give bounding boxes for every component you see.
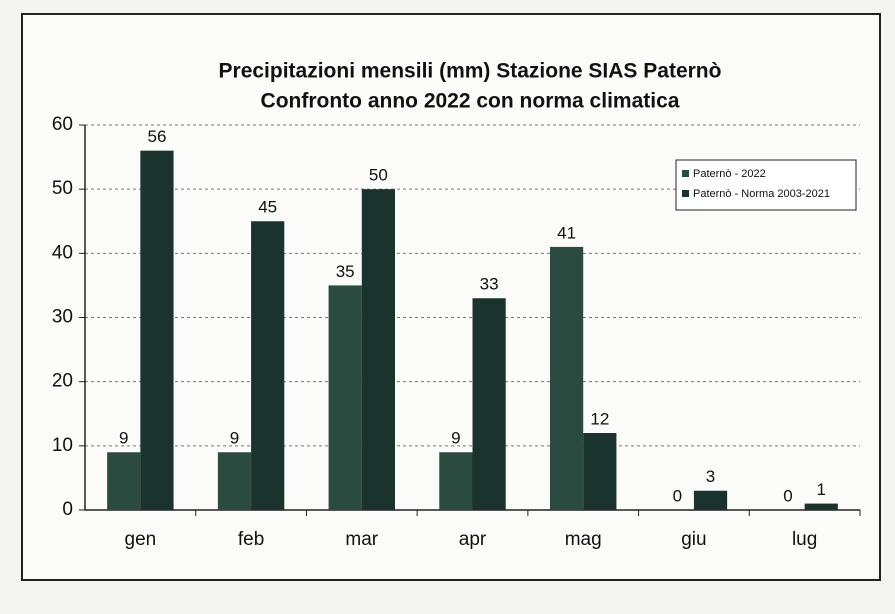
bar: [107, 452, 141, 510]
bar: [140, 150, 174, 510]
bar: [583, 433, 617, 510]
data-label: 56: [148, 127, 167, 146]
chart-subtitle: Confronto anno 2022 con norma climatica: [261, 90, 680, 113]
bar: [804, 503, 838, 510]
data-label: 33: [480, 275, 499, 294]
bar: [693, 490, 728, 510]
data-label: 1: [817, 480, 826, 499]
data-label: 0: [673, 486, 682, 505]
x-tick-label: mag: [565, 529, 602, 550]
x-tick-label: apr: [459, 529, 487, 550]
data-label: 9: [230, 429, 239, 448]
bar: [217, 452, 252, 510]
data-label: 0: [783, 486, 792, 505]
bar: [328, 285, 362, 510]
y-tick-label: 10: [52, 435, 73, 456]
y-tick-label: 20: [52, 371, 73, 392]
x-tick-label: gen: [125, 529, 157, 550]
data-label: 9: [119, 429, 128, 448]
x-tick-label: lug: [792, 529, 817, 550]
data-label: 50: [369, 166, 388, 185]
x-tick-label: feb: [238, 529, 264, 550]
bar: [550, 246, 584, 510]
data-label: 3: [706, 467, 715, 486]
legend-swatch: [682, 170, 689, 177]
data-label: 45: [258, 198, 277, 217]
bar: [361, 189, 395, 510]
x-tick-label: giu: [681, 529, 706, 550]
data-label: 41: [557, 223, 576, 242]
y-tick-label: 50: [52, 178, 73, 199]
chart-title: Precipitazioni mensili (mm) Stazione SIA…: [219, 60, 722, 83]
data-label: 35: [336, 262, 355, 281]
data-label: 12: [590, 409, 609, 428]
data-label: 9: [451, 429, 460, 448]
bar: [251, 221, 285, 510]
bar: [472, 298, 506, 510]
x-tick-label: mar: [345, 529, 378, 550]
legend-box: [675, 159, 857, 211]
y-tick-label: 60: [52, 114, 73, 135]
y-tick-label: 30: [52, 307, 73, 328]
bar: [439, 452, 473, 510]
legend-label: Paternò - 2022: [693, 168, 766, 180]
y-tick-label: 40: [52, 242, 73, 263]
legend-label: Paternò - Norma 2003-2021: [693, 188, 830, 200]
y-tick-label: 0: [62, 499, 73, 520]
legend-swatch: [682, 190, 689, 197]
